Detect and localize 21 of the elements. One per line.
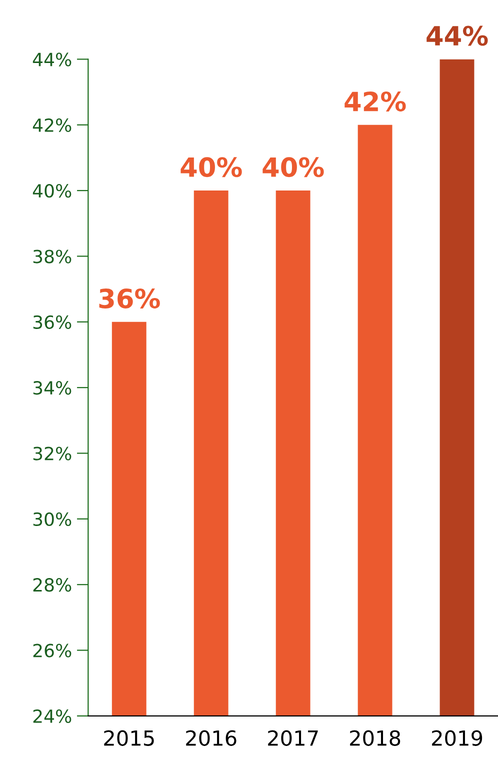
y-tick-label: 38% (33, 250, 72, 264)
data-label: 40% (262, 157, 324, 178)
data-label: 40% (180, 157, 242, 178)
data-label: 44% (426, 26, 488, 46)
x-tick-label: 2019 (432, 730, 482, 746)
y-tick-label: 40% (32, 184, 72, 198)
y-tick-label: 30% (33, 512, 72, 526)
y-tick-label: 44% (32, 52, 72, 66)
data-label: 42% (344, 91, 406, 112)
y-tick-label: 28% (33, 578, 72, 592)
data-label: 36% (99, 288, 160, 308)
y-tick-label: 42% (32, 118, 72, 132)
x-tick-label: 2017 (268, 730, 318, 746)
y-tick-label: 24% (33, 709, 72, 724)
y-tick-label: 36% (33, 315, 72, 330)
y-tick-label: 34% (33, 381, 72, 395)
y-tick-label: 26% (33, 644, 72, 658)
x-tick-label: 2016 (186, 730, 236, 746)
x-tick-label: 2018 (350, 730, 400, 746)
y-tick-label: 32% (33, 446, 72, 460)
x-tick-label: 2015 (104, 730, 154, 746)
